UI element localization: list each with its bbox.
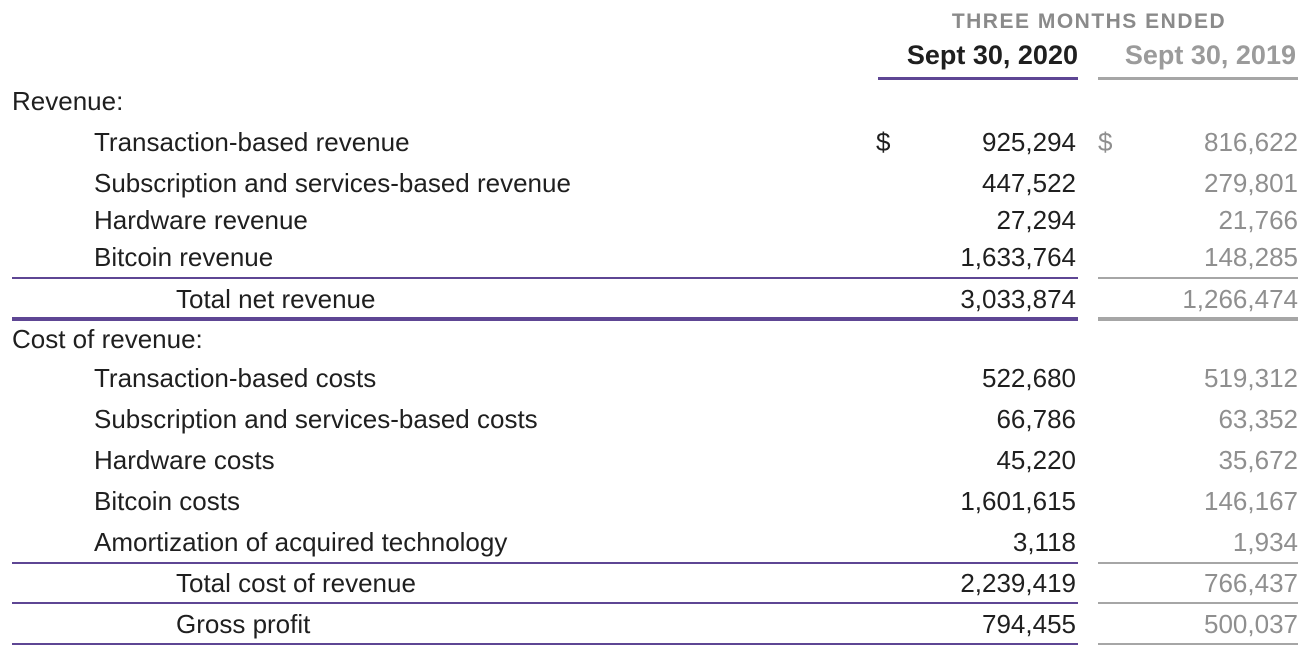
currency-symbol: $ [876, 127, 891, 157]
header-underline-2019 [1098, 77, 1298, 80]
row-label: Bitcoin costs [94, 486, 240, 516]
total-row: Gross profit 794,455 500,037 [0, 609, 1304, 649]
table-row: Hardware costs 45,220 35,672 [0, 445, 1304, 485]
row-label: Transaction-based costs [94, 363, 377, 393]
value-2020: 45,220 [996, 445, 1076, 475]
value-2019: 1,266,474 [1182, 284, 1298, 314]
value-2019: 816,622 [1204, 127, 1298, 157]
value-2019: 21,766 [1218, 205, 1298, 235]
value-2020: 522,680 [982, 363, 1076, 393]
header-underline-2020 [878, 77, 1078, 80]
value-2020: 27,294 [996, 205, 1076, 235]
value-2019: 279,801 [1204, 168, 1298, 198]
total-row: Total net revenue 3,033,874 1,266,474 [0, 284, 1304, 324]
divider-line [1098, 602, 1298, 604]
value-2020: 447,522 [982, 168, 1076, 198]
row-label: Hardware costs [94, 445, 275, 475]
row-label: Subscription and services-based revenue [94, 168, 571, 198]
divider-line [12, 277, 1078, 279]
divider-line [12, 643, 1078, 645]
value-2020: 925,294 [982, 127, 1076, 157]
value-2020: 3,118 [1012, 527, 1076, 557]
table-row: Amortization of acquired technology 3,11… [0, 527, 1304, 567]
divider-line [1098, 643, 1298, 645]
value-2019: 146,167 [1204, 486, 1298, 516]
value-2019: 148,285 [1204, 242, 1298, 272]
divider-line [1098, 277, 1298, 279]
value-2019: 35,672 [1218, 445, 1298, 475]
row-label: Hardware revenue [94, 205, 308, 235]
divider-line [12, 602, 1078, 604]
value-2020: 2,239,419 [960, 568, 1076, 598]
table-row: Subscription and services-based costs 66… [0, 404, 1304, 444]
row-label: Bitcoin revenue [94, 242, 274, 272]
total-underline [1098, 317, 1298, 321]
table-row: Transaction-based costs 522,680 519,312 [0, 363, 1304, 403]
currency-symbol: $ [1098, 127, 1113, 157]
table-row: Bitcoin revenue 1,633,764 148,285 [0, 242, 1304, 282]
table-row: Transaction-based revenue $ 925,294 $ 81… [0, 127, 1304, 167]
value-2020: 3,033,874 [960, 284, 1076, 314]
value-2019: 63,352 [1218, 404, 1298, 434]
divider-line [12, 562, 1078, 564]
table-row: Subscription and services-based revenue … [0, 168, 1304, 208]
table-row: Bitcoin costs 1,601,615 146,167 [0, 486, 1304, 526]
value-2019: 519,312 [1204, 363, 1298, 393]
column-header-2020: Sept 30, 2020 [906, 40, 1078, 70]
row-label: Total net revenue [176, 284, 376, 314]
total-underline [12, 317, 1078, 321]
divider-line [1098, 562, 1298, 564]
period-header: THREE MONTHS ENDED [951, 10, 1227, 33]
table-row: Hardware revenue 27,294 21,766 [0, 205, 1304, 245]
row-label: Transaction-based revenue [94, 127, 410, 157]
value-2020: 1,633,764 [960, 242, 1076, 272]
section-header-revenue: Revenue: [0, 86, 1304, 126]
total-row: Total cost of revenue 2,239,419 766,437 [0, 568, 1304, 608]
section-header-cost: Cost of revenue: [0, 324, 1304, 364]
row-label: Total cost of revenue [176, 568, 416, 598]
value-2020: 66,786 [996, 404, 1076, 434]
row-label: Subscription and services-based costs [94, 404, 538, 434]
value-2019: 500,037 [1204, 609, 1298, 639]
value-2020: 1,601,615 [960, 486, 1076, 516]
value-2019: 1,934 [1232, 527, 1298, 557]
column-header-2019: Sept 30, 2019 [1124, 40, 1296, 70]
row-label: Cost of revenue: [12, 324, 203, 354]
row-label: Amortization of acquired technology [94, 527, 508, 557]
value-2019: 766,437 [1204, 568, 1298, 598]
row-label: Revenue: [12, 86, 124, 116]
value-2020: 794,455 [982, 609, 1076, 639]
row-label: Gross profit [176, 609, 311, 639]
